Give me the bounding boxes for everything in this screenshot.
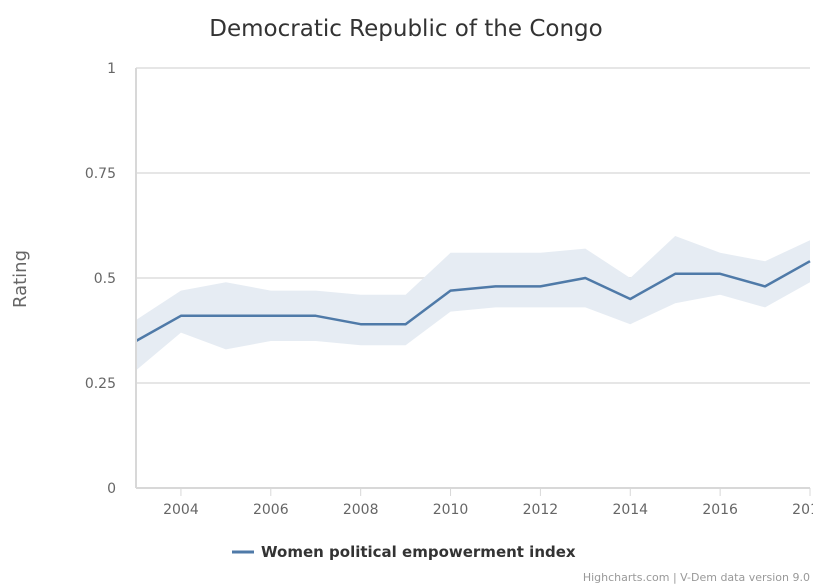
x-tick-label: 2016 bbox=[702, 502, 738, 518]
x-tick-label: 2014 bbox=[612, 502, 648, 518]
x-tick-label: 2010 bbox=[433, 502, 469, 518]
y-axis-title: Rating bbox=[10, 250, 31, 308]
x-tick-label: 2008 bbox=[343, 502, 379, 518]
x-tick-label: 2004 bbox=[163, 502, 199, 518]
confidence-bands bbox=[136, 236, 810, 371]
credits-text[interactable]: Highcharts.com | V-Dem data version 9.0 bbox=[583, 571, 810, 584]
x-tick-label: 2018 bbox=[792, 502, 813, 518]
series-lines bbox=[135, 260, 811, 343]
y-tick-label: 0.5 bbox=[94, 271, 116, 287]
y-tick-label: 0 bbox=[107, 481, 116, 497]
y-tick-label: 1 bbox=[107, 61, 116, 77]
confidence-band bbox=[136, 236, 810, 371]
legend-item-label[interactable]: Women political empowerment index bbox=[261, 543, 576, 561]
y-tick-label: 0.25 bbox=[85, 376, 116, 392]
chart-title: Democratic Republic of the Congo bbox=[209, 16, 602, 42]
x-tick-label: 2012 bbox=[523, 502, 559, 518]
y-tick-label: 0.75 bbox=[85, 166, 116, 182]
legend[interactable]: Women political empowerment index bbox=[232, 543, 576, 561]
axes: 0 0.25 0.5 0.75 1 2004 2006 2008 2010 2012 2014 201… bbox=[85, 61, 813, 518]
series-line[interactable] bbox=[135, 260, 811, 343]
x-tick-label: 2006 bbox=[253, 502, 289, 518]
